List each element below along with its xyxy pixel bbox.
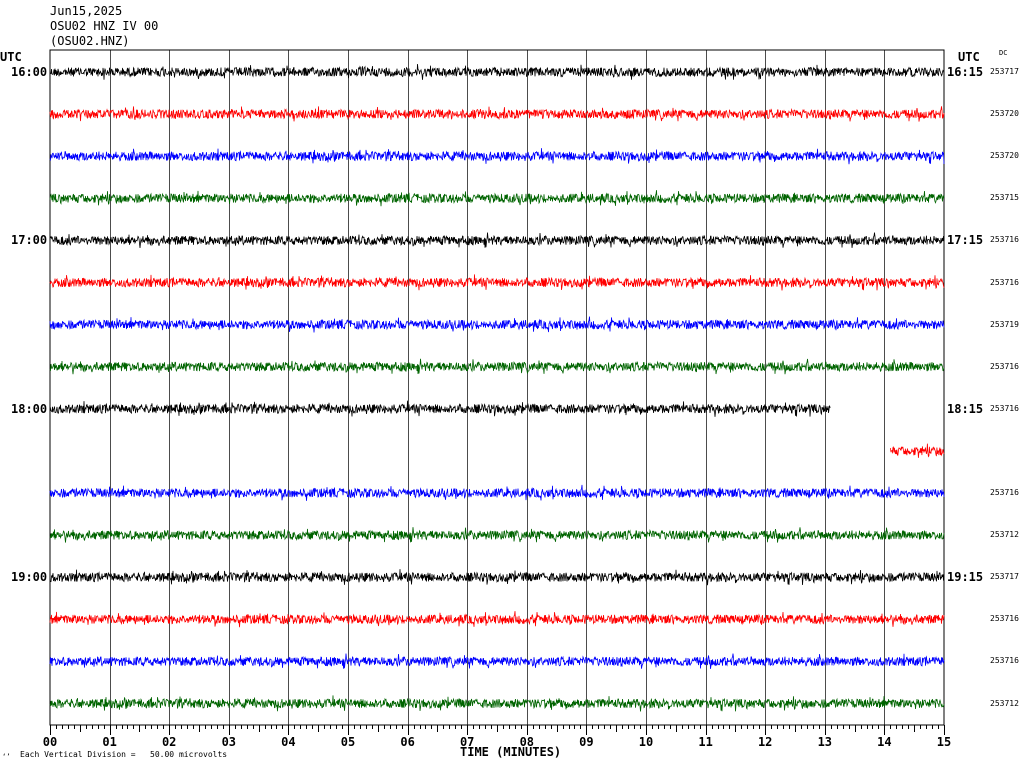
- row-dc-value: 253720: [990, 151, 1019, 161]
- channel-id: (OSU02.HNZ): [50, 34, 130, 48]
- corner-mark: ‘’: [2, 753, 11, 761]
- trace-row-1: [49, 106, 945, 122]
- row-dc-value: 253716: [990, 277, 1019, 287]
- utc-left-label: UTC: [0, 50, 22, 64]
- x-tick-label: 10: [638, 735, 654, 749]
- x-tick-label: 11: [698, 735, 713, 749]
- row-dc-value: 253712: [990, 698, 1019, 708]
- row-dc-value: 253716: [990, 614, 1019, 624]
- trace-row-4: [49, 232, 945, 248]
- row-dc-value: 253715: [990, 193, 1019, 203]
- row-dc-value: 253720: [990, 109, 1019, 119]
- row-dc-value: 253719: [990, 319, 1019, 329]
- trace-row-12: [49, 569, 945, 586]
- row-dc-value: 253716: [990, 361, 1019, 371]
- utc-right-label: UTC: [958, 50, 980, 64]
- plot-date: Jun15,2025: [50, 4, 123, 18]
- row-time-right: 16:15: [947, 65, 984, 79]
- x-tick-label: 05: [340, 735, 356, 749]
- row-time-left: 18:00: [11, 401, 48, 416]
- trace-row-11: [49, 527, 945, 543]
- x-tick-label: 07: [459, 735, 475, 749]
- plot-frame: [49, 49, 945, 726]
- trace-row-0: [49, 63, 945, 80]
- x-tick-label: 14: [877, 735, 892, 749]
- x-tick-label: 08: [519, 735, 535, 749]
- row-dc-value: 253717: [990, 572, 1019, 582]
- dc-header: DC: [999, 49, 1008, 57]
- row-time-right: 18:15: [947, 401, 984, 416]
- row-time-left: 17:00: [11, 233, 48, 248]
- trace-row-5: [49, 274, 945, 291]
- scale-footer: Each Vertical Division = 50.00 microvolt…: [20, 750, 228, 759]
- x-tick-label: 01: [102, 735, 117, 749]
- x-tick-label: 00: [42, 735, 58, 749]
- row-dc-value: 253712: [990, 530, 1019, 540]
- x-tick-label: 06: [400, 735, 415, 749]
- x-tick-label: 03: [221, 735, 237, 749]
- x-tick-label: 02: [161, 735, 177, 749]
- row-dc-value: 253716: [990, 235, 1019, 245]
- row-time-right: 19:15: [947, 570, 984, 585]
- trace-row-3: [49, 190, 945, 207]
- row-time-left: 16:00: [11, 65, 48, 79]
- row-dc-value: 253717: [990, 67, 1019, 76]
- x-tick-label: 12: [757, 735, 773, 749]
- trace-row-2: [49, 148, 945, 165]
- trace-row-14: [49, 653, 945, 669]
- x-axis-label: TIME (MINUTES): [460, 745, 562, 759]
- trace-row-13: [49, 611, 945, 628]
- trace-row-9: [890, 443, 945, 458]
- x-tick-label: 04: [281, 735, 296, 749]
- row-dc-value: 253716: [990, 403, 1019, 413]
- x-tick-label: 09: [579, 735, 594, 749]
- x-tick-label: 13: [817, 735, 833, 749]
- x-tick-label: 15: [936, 735, 952, 749]
- trace-row-8: [49, 400, 831, 417]
- trace-row-6: [49, 316, 945, 333]
- row-dc-value: 253716: [990, 656, 1019, 666]
- row-time-right: 17:15: [947, 233, 984, 248]
- trace-row-10: [49, 484, 945, 501]
- trace-row-7: [49, 358, 945, 375]
- station-id: OSU02 HNZ IV 00: [50, 19, 159, 33]
- row-time-left: 19:00: [11, 570, 48, 585]
- trace-row-15: [49, 695, 945, 712]
- row-dc-value: 253716: [990, 488, 1019, 497]
